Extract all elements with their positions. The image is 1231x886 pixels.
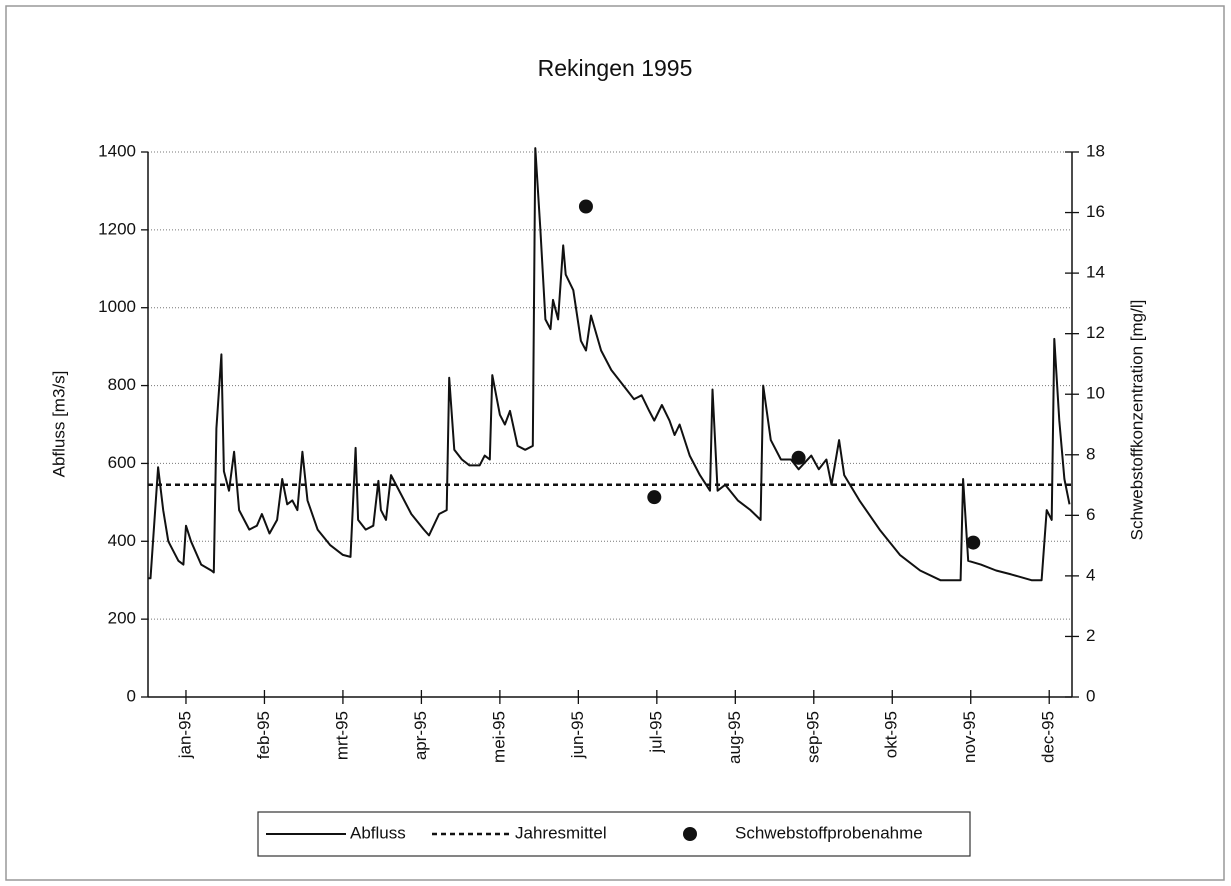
legend — [257, 811, 971, 857]
x-tick-label: sep-95 — [803, 711, 822, 763]
sample-point — [578, 199, 593, 214]
y2-tick-label: 6 — [1086, 505, 1095, 524]
y2-tick-label: 8 — [1086, 444, 1095, 463]
y2-axis-label: Schwebstoffkonzentration [mg/l] — [1127, 300, 1146, 541]
y-tick-label: 200 — [108, 609, 136, 628]
y2-tick-label: 2 — [1086, 626, 1095, 645]
y-tick-label: 400 — [108, 531, 136, 550]
y2-tick-label: 14 — [1086, 263, 1105, 282]
y-tick-label: 1200 — [98, 219, 136, 238]
y-tick-label: 1400 — [98, 141, 136, 160]
x-tick-label: jul-95 — [646, 711, 665, 754]
sample-point — [966, 535, 981, 550]
x-tick-label: jan-95 — [175, 711, 194, 759]
x-tick-label: dec-95 — [1039, 711, 1058, 763]
legend-label: Abfluss — [350, 823, 406, 842]
x-tick-label: apr-95 — [411, 711, 430, 760]
y2-tick-label: 12 — [1086, 323, 1105, 342]
y-axis-label: Abfluss [m3/s] — [49, 371, 68, 478]
y2-tick-label: 16 — [1086, 202, 1105, 221]
y2-tick-label: 10 — [1086, 384, 1105, 403]
y2-tick-label: 0 — [1086, 686, 1095, 705]
y-tick-label: 600 — [108, 453, 136, 472]
sample-point — [791, 450, 806, 465]
sample-point — [647, 490, 662, 505]
discharge-line — [148, 147, 1071, 582]
chart-title: Rekingen 1995 — [538, 55, 693, 81]
y-tick-label: 0 — [127, 686, 136, 705]
x-tick-label: feb-95 — [254, 711, 273, 759]
x-tick-label: okt-95 — [882, 711, 901, 758]
x-tick-label: aug-95 — [725, 711, 744, 764]
x-tick-label: jun-95 — [568, 711, 587, 759]
legend-marker — [683, 827, 697, 841]
x-tick-label: nov-95 — [960, 711, 979, 763]
legend-label: Jahresmittel — [515, 823, 607, 842]
y-tick-label: 1000 — [98, 297, 136, 316]
y2-tick-label: 18 — [1086, 141, 1105, 160]
y2-tick-label: 4 — [1086, 565, 1095, 584]
y-tick-label: 800 — [108, 375, 136, 394]
frame — [5, 5, 1225, 881]
legend-label: Schwebstoffprobenahme — [735, 823, 923, 842]
x-tick-label: mrt-95 — [332, 711, 351, 760]
x-tick-label: mei-95 — [489, 711, 508, 763]
